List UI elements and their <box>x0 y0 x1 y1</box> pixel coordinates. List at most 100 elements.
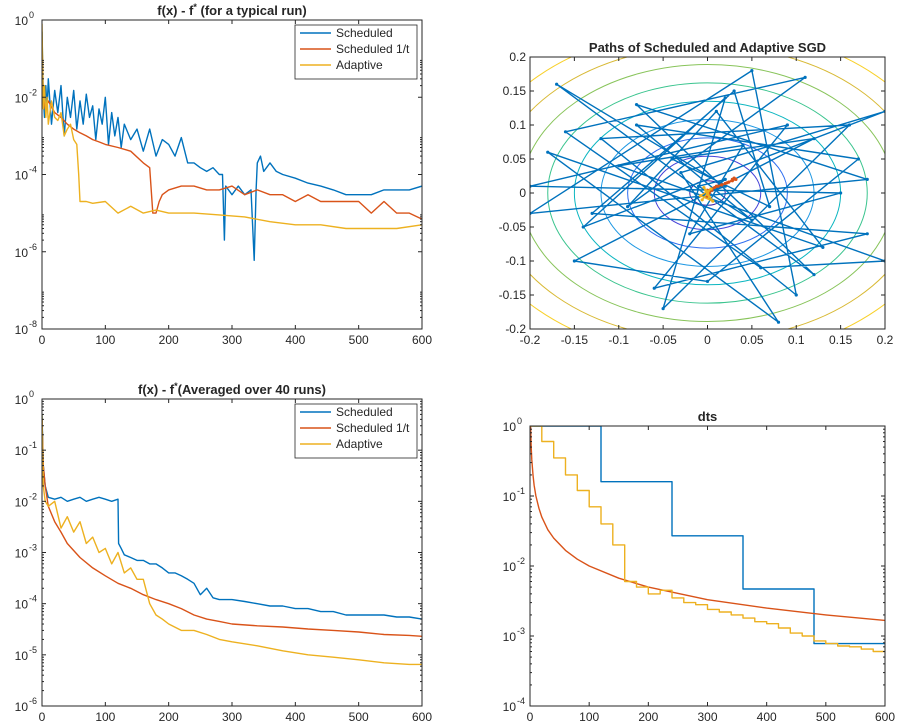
y-tick-exponent: -1 <box>29 440 37 450</box>
series-point <box>720 183 724 187</box>
legend-box <box>294 403 418 459</box>
series-line-1 <box>42 419 422 637</box>
y-tick-label: -0.1 <box>505 254 526 268</box>
chart-title: f(x) - f*(Averaged over 40 runs) <box>138 381 326 397</box>
legend-entry: Adaptive <box>336 437 383 451</box>
x-tick-label: 200 <box>159 710 179 724</box>
legend-entry: Adaptive <box>336 58 383 72</box>
y-tick-exponent: -2 <box>29 87 37 97</box>
series-point <box>750 69 754 73</box>
series-point <box>652 286 656 290</box>
series-point <box>776 320 781 324</box>
y-tick-exponent: -1 <box>517 486 525 496</box>
y-tick-exponent: -8 <box>29 319 37 329</box>
legend-box <box>294 24 418 80</box>
series-point <box>563 130 568 134</box>
series-line-0 <box>42 414 422 620</box>
series-point <box>617 164 621 168</box>
series-point <box>697 184 701 188</box>
y-tick-label: 10 <box>15 444 29 458</box>
series-point <box>679 171 683 175</box>
y-tick-label: 10 <box>15 598 29 612</box>
series-point <box>732 89 736 93</box>
series-point <box>723 177 727 181</box>
series-point <box>705 279 710 283</box>
chart-title: Paths of Scheduled and Adaptive SGD <box>589 40 826 55</box>
legend: Scheduled Scheduled 1/t Adaptive <box>294 403 418 459</box>
series-point <box>714 184 718 188</box>
x-tick-label: 100 <box>95 333 115 347</box>
x-tick-label: 200 <box>159 333 179 347</box>
series-point <box>661 307 665 311</box>
series-point <box>705 192 710 196</box>
series-point <box>730 179 734 183</box>
chart-title: dts <box>698 409 718 424</box>
series-line-1 <box>530 426 885 622</box>
series-line-2 <box>42 414 422 666</box>
x-tick-label: -0.05 <box>649 333 677 347</box>
series-point <box>707 195 711 199</box>
series-line-0 <box>42 31 422 261</box>
title-superscript: * <box>174 381 178 391</box>
series-point <box>572 259 576 263</box>
y-tick-exponent: -4 <box>29 165 37 175</box>
title-rest: (for a typical run) <box>197 3 307 18</box>
series-point <box>856 157 860 161</box>
x-tick-label: 0.05 <box>740 333 764 347</box>
x-tick-label: 100 <box>95 710 115 724</box>
series-point <box>734 177 738 181</box>
y-tick-exponent: -3 <box>29 543 37 553</box>
y-tick-label: -0.05 <box>499 220 527 234</box>
series-line-1 <box>42 40 422 220</box>
y-tick-exponent: -5 <box>29 645 37 655</box>
x-tick-label: 0 <box>704 333 711 347</box>
y-tick-exponent: -4 <box>517 696 525 706</box>
legend: Scheduled Scheduled 1/t Adaptive <box>294 24 418 80</box>
axes-box <box>529 425 886 707</box>
series-point <box>702 185 706 190</box>
y-tick-label: 10 <box>503 630 517 644</box>
contour-line <box>530 64 885 322</box>
series-point <box>865 177 869 181</box>
series-point <box>634 103 639 107</box>
series-point <box>670 157 674 161</box>
series-point <box>750 218 754 222</box>
chart-title: f(x) - f* (for a typical run) <box>157 2 306 18</box>
x-tick-label: -0.15 <box>561 333 589 347</box>
y-tick-label: 10 <box>15 393 29 407</box>
x-tick-label: 400 <box>285 710 305 724</box>
series-point <box>709 187 713 191</box>
series-point <box>725 181 729 185</box>
y-tick-label: 10 <box>15 700 29 714</box>
series-point <box>581 225 585 229</box>
series-point <box>626 205 630 209</box>
x-tick-label: 500 <box>816 710 836 724</box>
legend-entry: Scheduled 1/t <box>336 421 410 435</box>
x-tick-label: 400 <box>285 333 305 347</box>
x-tick-label: 600 <box>412 710 432 724</box>
x-tick-label: 0.1 <box>788 333 805 347</box>
series-point <box>803 75 807 79</box>
x-tick-label: 0.15 <box>829 333 853 347</box>
y-tick-exponent: -2 <box>517 556 525 566</box>
title-rest: (Averaged over 40 runs) <box>178 382 326 397</box>
x-tick-label: 200 <box>638 710 658 724</box>
x-tick-label: 600 <box>875 710 895 724</box>
title-superscript: * <box>193 2 197 12</box>
y-tick-label: 0 <box>519 186 526 200</box>
y-tick-label: 0.05 <box>503 152 527 166</box>
series-point <box>768 205 772 209</box>
y-tick-label: -0.15 <box>499 288 527 302</box>
x-tick-label: 0 <box>527 710 534 724</box>
series-point <box>785 123 789 127</box>
series-point <box>700 198 704 202</box>
series-point <box>688 232 692 236</box>
series-line-0 <box>530 69 885 323</box>
y-tick-exponent: 0 <box>29 10 34 20</box>
series-point <box>546 150 550 154</box>
series-line-2 <box>42 23 422 230</box>
plot-area-averaged <box>42 414 422 666</box>
